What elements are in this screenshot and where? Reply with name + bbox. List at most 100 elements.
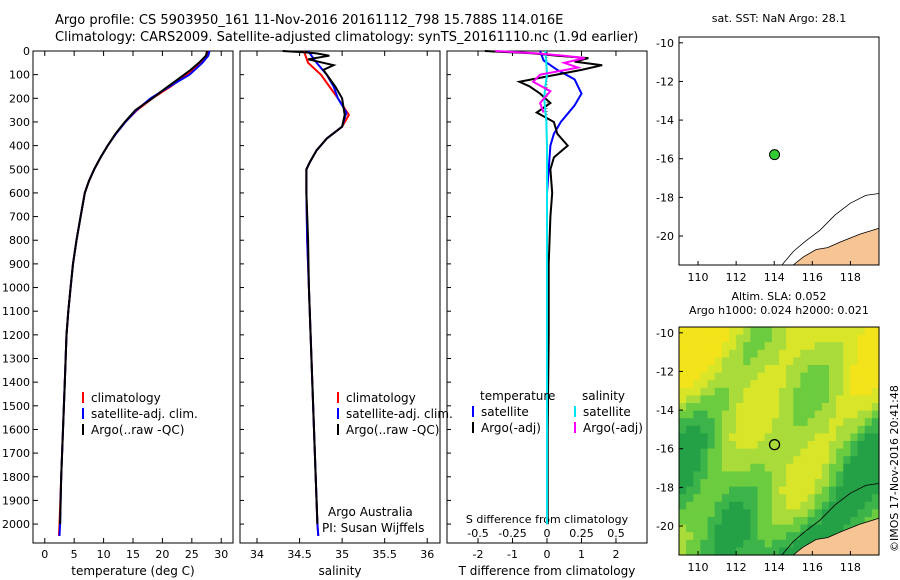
figure-title-line2: Climatology: CARS2009. Satellite-adjuste… bbox=[55, 30, 639, 45]
sla-cell bbox=[707, 501, 716, 510]
sla-cell bbox=[807, 479, 816, 488]
sla-cell bbox=[750, 539, 759, 548]
sla-cell bbox=[800, 433, 809, 442]
sla-cell bbox=[686, 372, 694, 381]
sla-cell bbox=[821, 501, 830, 510]
sla-cell bbox=[857, 403, 866, 412]
sla-cell bbox=[814, 380, 823, 389]
sla-cell bbox=[821, 372, 830, 381]
sla-cell bbox=[800, 532, 809, 541]
sla-cell bbox=[793, 357, 801, 366]
sla-cell bbox=[743, 486, 751, 495]
sla-cell bbox=[757, 387, 766, 396]
sla-map-title-line1: Altim. SLA: 0.052 bbox=[731, 290, 826, 303]
sst-x-tick-label: 116 bbox=[802, 271, 823, 284]
sla-cell bbox=[807, 517, 816, 526]
sla-cell bbox=[750, 463, 759, 472]
sla-cell bbox=[850, 471, 859, 480]
sla-cell bbox=[707, 509, 716, 518]
sla-cell bbox=[829, 486, 837, 495]
sla-cell bbox=[843, 372, 851, 381]
sla-cell bbox=[743, 547, 751, 556]
sla-cell bbox=[829, 357, 837, 366]
sla-cell bbox=[721, 349, 730, 358]
legend-title-temperature: temperature bbox=[480, 389, 555, 403]
sla-cell bbox=[743, 425, 751, 434]
sla-cell bbox=[750, 418, 759, 427]
sla-cell bbox=[800, 471, 809, 480]
sst-y-tick-label: -20 bbox=[656, 230, 674, 243]
sla-cell bbox=[850, 372, 859, 381]
sla-cell bbox=[700, 532, 709, 541]
sla-cell bbox=[693, 365, 701, 374]
sla-cell bbox=[829, 395, 837, 404]
sla-cell bbox=[836, 403, 844, 412]
sla-cell bbox=[864, 418, 873, 427]
sla-cell bbox=[686, 433, 694, 442]
sla-cell bbox=[864, 403, 873, 412]
sla-cell bbox=[693, 418, 701, 427]
sla-cell bbox=[736, 342, 744, 351]
sla-cell bbox=[829, 410, 837, 419]
sla-cell bbox=[843, 463, 851, 472]
sla-cell bbox=[729, 387, 737, 396]
sla-cell bbox=[714, 547, 723, 556]
sla-cell bbox=[793, 509, 801, 518]
figure-title-line1: Argo profile: CS 5903950_161 11-Nov-2016… bbox=[55, 13, 564, 28]
sla-cell bbox=[721, 494, 730, 503]
sla-cell bbox=[800, 501, 809, 510]
sla-cell bbox=[864, 372, 873, 381]
sla-cell bbox=[714, 524, 723, 533]
series-line-climatology bbox=[57, 50, 210, 536]
sla-cell bbox=[750, 365, 759, 374]
sst-map-bg bbox=[679, 37, 879, 265]
sla-cell bbox=[750, 403, 759, 412]
sla-cell bbox=[714, 471, 723, 480]
sla-cell bbox=[800, 365, 809, 374]
sla-cell bbox=[707, 334, 716, 343]
sla-cell bbox=[729, 441, 737, 450]
sla-cell bbox=[707, 418, 716, 427]
sla-cell bbox=[836, 471, 844, 480]
sla-cell bbox=[771, 395, 780, 404]
sst-bathy-contour bbox=[781, 193, 880, 266]
sla-cell bbox=[829, 471, 837, 480]
sla-cell bbox=[850, 349, 859, 358]
sla-cell bbox=[779, 471, 787, 480]
sla-cell bbox=[693, 456, 701, 465]
sla-cell bbox=[779, 372, 787, 381]
sla-cell bbox=[821, 479, 830, 488]
sla-x-tick-label: 110 bbox=[688, 561, 709, 574]
sla-cell bbox=[743, 334, 751, 343]
sla-cell bbox=[871, 479, 880, 488]
sla-cell bbox=[779, 532, 787, 541]
sla-cell bbox=[850, 479, 859, 488]
sla-cell bbox=[729, 539, 737, 548]
sla-cell bbox=[714, 418, 723, 427]
sla-cell bbox=[707, 365, 716, 374]
sla-cell bbox=[714, 365, 723, 374]
x-tick-label: 36 bbox=[420, 548, 434, 561]
sla-cell bbox=[843, 486, 851, 495]
sla-cell bbox=[821, 357, 830, 366]
sla-cell bbox=[814, 349, 823, 358]
sla-cell bbox=[857, 372, 866, 381]
sla-cell bbox=[793, 418, 801, 427]
sla-cell bbox=[843, 494, 851, 503]
sla-cell bbox=[764, 365, 773, 374]
sla-cell bbox=[700, 509, 709, 518]
sla-cell bbox=[793, 471, 801, 480]
sla-cell bbox=[693, 349, 701, 358]
sla-cell bbox=[786, 395, 794, 404]
sla-cell bbox=[679, 456, 687, 465]
sla-cell bbox=[836, 441, 844, 450]
sla-cell bbox=[864, 509, 873, 518]
sla-cell bbox=[779, 494, 787, 503]
sla-cell bbox=[750, 524, 759, 533]
sla-cell bbox=[757, 334, 766, 343]
sla-cell bbox=[679, 509, 687, 518]
sla-cell bbox=[829, 517, 837, 526]
sla-cell bbox=[821, 532, 830, 541]
sla-cell bbox=[686, 349, 694, 358]
sla-cell bbox=[771, 486, 780, 495]
